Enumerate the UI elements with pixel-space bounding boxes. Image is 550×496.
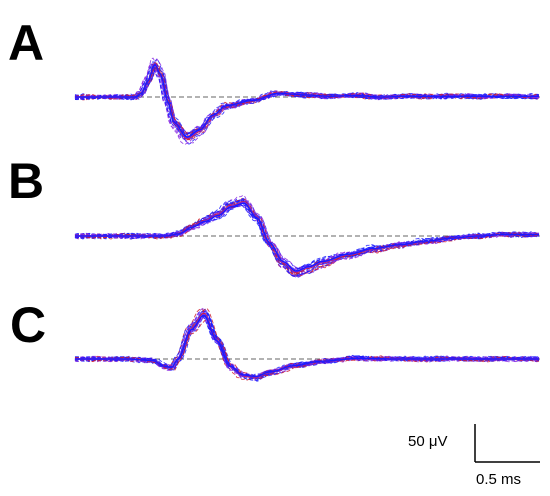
trace-c-21 (75, 307, 540, 379)
mean-trace-c-0 (75, 312, 539, 378)
trace-a-5 (74, 62, 540, 140)
trace-a-16 (75, 64, 540, 139)
panel-label-b: B (8, 153, 44, 209)
trace-b-17 (74, 199, 540, 278)
trace-b-19 (74, 194, 540, 278)
trace-b-16 (74, 199, 540, 276)
trace-a-2 (74, 63, 540, 140)
trace-c-14 (74, 316, 540, 379)
scale-bar: 50 μV 0.5 ms (408, 424, 540, 488)
panel-b: B (8, 153, 540, 279)
trace-c-8 (74, 314, 540, 378)
trace-a-0 (74, 60, 540, 140)
trace-c-0 (74, 308, 540, 380)
scale-bar-voltage-label: 50 μV (408, 433, 448, 450)
trace-c-12 (74, 310, 540, 378)
trace-a-7 (74, 63, 540, 141)
trace-a-4 (74, 64, 540, 138)
trace-c-3 (74, 314, 540, 378)
trace-a-9 (74, 65, 540, 138)
trace-c-19 (74, 317, 540, 379)
trace-a-21 (74, 65, 540, 134)
mean-trace-a-1 (75, 62, 539, 139)
trace-a-18 (75, 63, 540, 138)
trace-a-13 (74, 57, 540, 145)
panel-label-a: A (8, 15, 44, 71)
trace-c-13 (74, 307, 540, 379)
panel-a: A (8, 15, 540, 145)
trace-c-4 (74, 311, 540, 382)
trace-a-14 (74, 58, 540, 145)
trace-c-18 (74, 314, 540, 377)
trace-c-9 (74, 307, 540, 381)
scale-bar-time-label: 0.5 ms (476, 471, 521, 488)
trace-a-15 (74, 61, 540, 141)
trace-c-17 (74, 312, 540, 378)
trace-c-20 (74, 313, 540, 380)
trace-a-8 (74, 65, 540, 136)
trace-a-1 (74, 65, 540, 135)
trace-c-11 (74, 316, 540, 378)
trace-b-7 (74, 201, 540, 270)
trace-c-2 (74, 314, 540, 379)
panel-label-c: C (10, 297, 46, 353)
mean-trace-a-2 (75, 63, 539, 138)
trace-c-5 (74, 310, 540, 379)
panel-c: C (10, 297, 540, 382)
mean-trace-b-2 (75, 202, 539, 272)
trace-c-1 (74, 315, 540, 378)
trace-c-16 (74, 310, 540, 378)
mean-trace-a-0 (75, 61, 539, 140)
trace-a-3 (74, 63, 540, 141)
trace-c-15 (74, 319, 540, 378)
mean-trace-c-2 (75, 314, 539, 378)
mean-trace-c-1 (75, 313, 539, 378)
trace-c-7 (74, 315, 539, 381)
trace-a-20 (74, 65, 540, 137)
trace-a-11 (74, 61, 540, 140)
trace-c-6 (74, 310, 540, 382)
panel-c-traces (74, 307, 540, 382)
trace-a-17 (75, 58, 540, 144)
trace-a-10 (74, 65, 539, 135)
panel-b-traces (74, 194, 540, 279)
trace-c-10 (74, 310, 540, 380)
panel-a-traces (74, 57, 540, 145)
